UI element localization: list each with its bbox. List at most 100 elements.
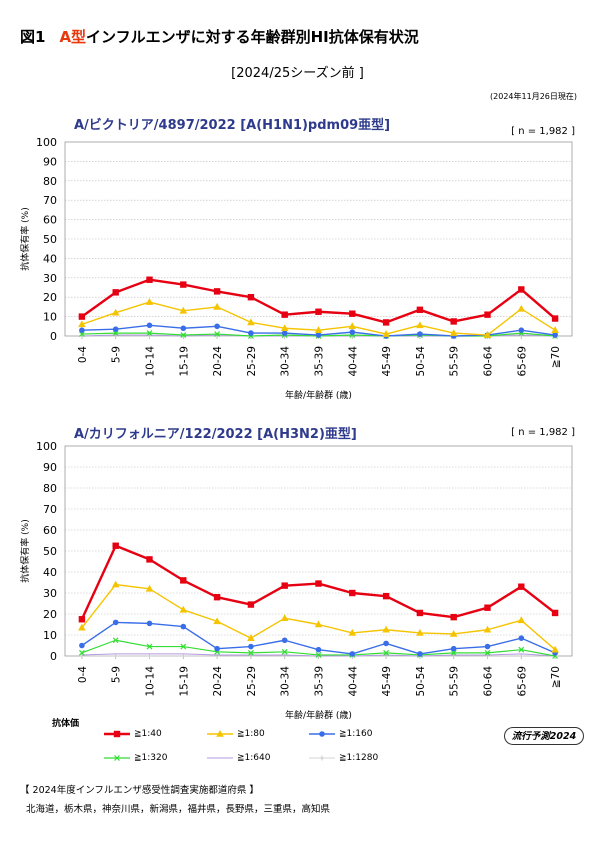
chart-2-series-1-40 [78,542,559,623]
legend-title: 抗体価 [52,719,80,729]
chart-2-ytick-20: 20 [43,608,57,621]
chart-2-point-1-1280-9 [383,653,389,659]
legend-item-1-160: ≧1:160 [308,729,372,739]
legend-swatch-1-160 [309,731,335,737]
chart-1-xtick-20-24: 20-24 [212,346,224,377]
chart-2-point-1-320-5 [247,649,254,656]
chart-2-series-1-80 [78,580,559,653]
chart-2-point-1-80-2 [145,584,154,592]
chart-2-point-1-320-6 [281,648,288,655]
chart-2-point-1-160-7 [315,646,322,653]
chart-2-xtick-55-59: 55-59 [449,666,461,697]
chart-2-ylabel: 抗体保有率 (%) [19,519,31,582]
chart-1-point-1-160-4 [214,323,220,330]
chart-2-point-1-80-12 [483,625,492,633]
chart-2-point-1-40-12 [484,604,491,611]
chart-1-ytick-20: 20 [43,291,57,304]
chart-2-xtick-60-64: 60-64 [483,666,495,697]
chart-1-xtick-30-34: 30-34 [280,346,292,377]
chart-1-ytick-30: 30 [43,272,57,285]
chart-1-point-1-80-5 [247,318,255,326]
chart-2-point-1-160-4 [214,645,220,652]
chart-2-ytick-100: 100 [36,440,57,453]
chart-2-xtick-30-34: 30-34 [280,666,292,697]
chart-2-ytick-0: 0 [50,650,57,663]
chart-2-point-1-80-7 [314,620,323,628]
chart-1-xlabel: 年齢/年齢群 (歳) [285,389,352,401]
chart-1-xtick-25-29: 25-29 [246,346,258,377]
chart-1-xtick-60-64: 60-64 [483,346,495,377]
legend-label: ≧1:320 [134,753,168,763]
chart-1-point-1-80-7 [314,326,323,333]
chart-2-xtick-35-39: 35-39 [314,666,326,697]
chart-1-point-1-80-0 [78,320,86,328]
chart-2-xtick-15-19: 15-19 [178,666,190,697]
chart-2-point-1-40-11 [450,613,457,621]
chart-2-ytick-90: 90 [43,461,57,474]
chart-1-point-1-1280-2 [147,333,152,339]
chart-2-point-1-80-5 [247,634,255,641]
chart-2-h3n2: 0 10 20 30 40 50 60 70 80 90 100 0-4 5-9 10-14 15-19 20… [19,440,573,720]
legend-item-1-640: ≧1:640 [206,753,270,763]
chart-2-point-1-160-1 [112,619,119,626]
chart-2-xtick-10-14: 10-14 [145,666,157,697]
chart-2-xlabel: 年齢/年齢群 (歳) [285,709,352,720]
chart-1-point-1-80-6 [280,324,289,332]
chart-1-point-1-80-8 [348,322,357,330]
chart-1-series-1-80 [78,298,559,338]
legend-item-1-80: ≧1:80 [206,729,265,739]
chart-2-point-1-320-11 [450,649,457,656]
chart-2-point-1-320-7 [315,652,322,658]
chart-1-point-1-40-9 [382,319,390,326]
chart-1-point-1-80-9 [382,330,390,337]
chart-1-point-1-160-2 [146,322,153,329]
chart-1-point-1-40-3 [180,281,187,288]
chart-2-point-1-1280-6 [282,653,288,659]
chart-1-point-1-80-4 [213,302,221,310]
legend-swatch-1-1280 [309,755,335,761]
chart-1-h1n1: 0 10 20 30 40 50 60 70 80 90 100 0-4 5-9 10-14 15-19 20… [19,136,573,401]
chart-1-point-1-80-1 [111,308,120,316]
chart-1-n: [ n = 1,982 ] [511,126,575,137]
chart-2-point-1-40-1 [112,542,119,549]
chart-2-xtick-45-49: 45-49 [381,666,393,697]
chart-1-ylabel: 抗体保有率 (%) [19,207,31,270]
chart-2-xtick-50-54: 50-54 [415,666,427,697]
chart-2-point-1-40-8 [349,589,356,597]
figure-title: 図1 A型インフルエンザに対する年齢群別HI抗体保有状況 [20,26,419,47]
chart-1-point-1-160-8 [349,329,356,335]
chart-1-point-1-80-14 [551,326,559,333]
figure-title-highlight: A型 [59,28,87,46]
chart-1-point-1-160-6 [281,330,288,336]
chart-2-ytick-50: 50 [43,545,57,558]
chart-2-point-1-80-4 [213,617,221,625]
chart-2-point-1-80-3 [179,605,188,613]
figure-number: 図1 [20,28,46,46]
chart-2-point-1-320-2 [146,643,153,650]
chart-1-point-1-40-2 [146,276,153,283]
chart-2-point-1-1280-0 [79,653,85,659]
figure-subtitle: [2024/25シーズン前 ] [231,66,364,81]
chart-2-point-1-160-6 [281,637,288,644]
chart-1-point-1-40-1 [112,289,119,296]
chart-1-point-1-40-12 [484,311,491,318]
chart-2-xtick-5-9: 5-9 [111,666,123,683]
chart-2-point-1-160-11 [450,645,457,652]
chart-1-point-1-80-11 [449,329,458,336]
chart-2-point-1-320-13 [518,646,525,653]
chart-2-point-1-40-9 [382,592,390,600]
legend-label: ≧1:80 [237,729,265,739]
chart-2-point-1-40-5 [247,601,255,608]
chart-2-point-1-320-9 [383,649,390,656]
chart-1-point-1-40-13 [518,286,525,293]
ryuko-yosoku-badge: 流行予測2024 [504,727,584,745]
chart-2-point-1-40-0 [78,616,86,623]
legend-label: ≧1:1280 [339,753,379,763]
chart-1-series-1-40 [78,276,559,326]
chart-1-point-1-160-3 [180,325,187,332]
legend-swatch-1-80 [207,730,233,737]
chart-2-point-1-1280-4 [214,653,220,659]
chart-1-xtick-5-9: 5-9 [111,346,123,363]
chart-1-xtick-15-19: 15-19 [178,346,190,377]
chart-1-ytick-80: 80 [43,175,57,188]
